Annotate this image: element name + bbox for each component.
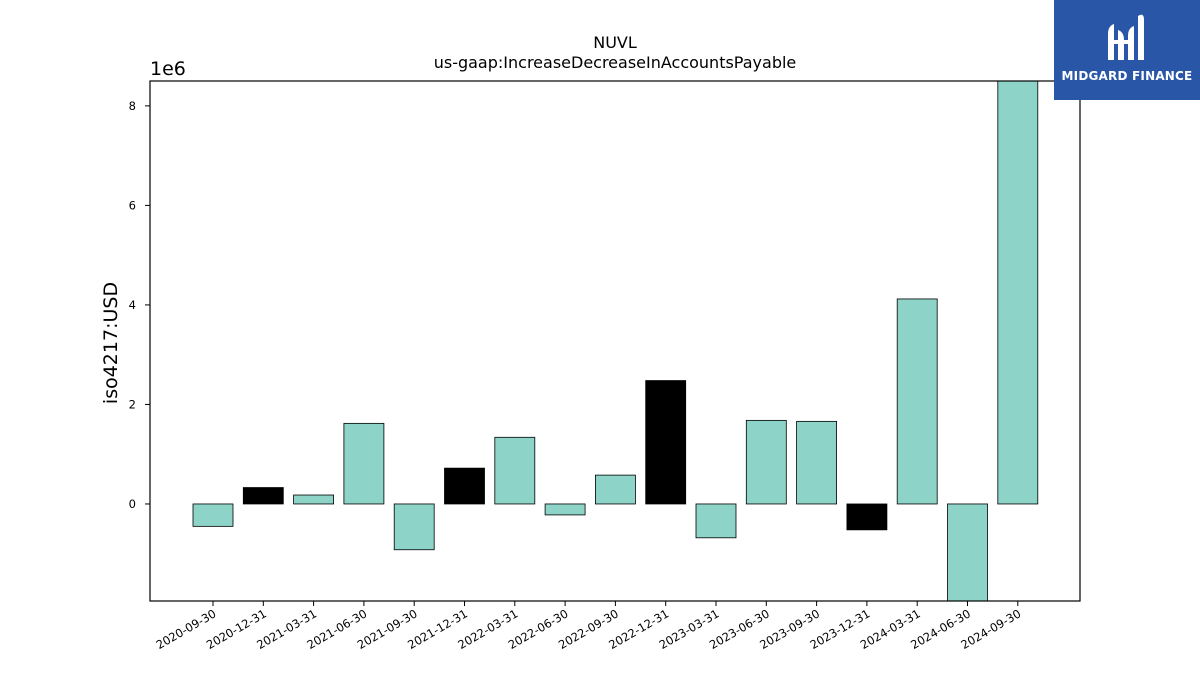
bars-group	[192, 80, 1039, 602]
bar-2023-12-31	[846, 503, 888, 531]
y-scale-label: 1e6	[150, 58, 186, 80]
y-tick-label: 4	[129, 298, 136, 312]
bar-2024-06-30	[947, 503, 988, 602]
plot-frame	[149, 80, 1081, 602]
chart-title: NUVL	[593, 33, 637, 52]
bar-2021-12-31	[444, 467, 485, 505]
bar-2021-06-30	[343, 422, 385, 505]
y-tick-label: 2	[129, 397, 136, 411]
bar-2020-12-31	[242, 487, 284, 505]
y-axis-label: iso4217:USD	[100, 282, 122, 404]
logo-text: MIDGARD FINANCE	[1061, 69, 1193, 83]
bar-2022-03-31	[494, 436, 536, 505]
bar-2020-09-30	[192, 503, 234, 527]
bar-2024-03-31	[896, 298, 938, 505]
bar-2022-09-30	[595, 474, 636, 505]
chart-subtitle: us-gaap:IncreaseDecreaseInAccountsPayabl…	[434, 53, 797, 72]
bar-2023-03-31	[695, 503, 737, 539]
bar-2021-03-31	[293, 494, 335, 505]
bar-2023-06-30	[745, 419, 787, 505]
logo-mark-icon	[1108, 14, 1144, 61]
y-axis: 0 2 4 6 8	[129, 99, 150, 511]
y-tick-label: 6	[129, 198, 136, 212]
bar-2024-09-30	[997, 80, 1039, 505]
bar-2022-06-30	[544, 503, 586, 516]
bar-2022-12-31	[645, 380, 687, 505]
y-tick-label: 0	[129, 497, 136, 511]
y-tick-label: 8	[129, 99, 136, 113]
midgard-finance-logo: MIDGARD FINANCE	[1054, 0, 1200, 100]
bar-2023-09-30	[796, 420, 837, 505]
bar-2021-09-30	[393, 503, 435, 551]
x-axis: 2020-09-302020-12-312021-03-312021-06-30…	[154, 601, 1023, 652]
